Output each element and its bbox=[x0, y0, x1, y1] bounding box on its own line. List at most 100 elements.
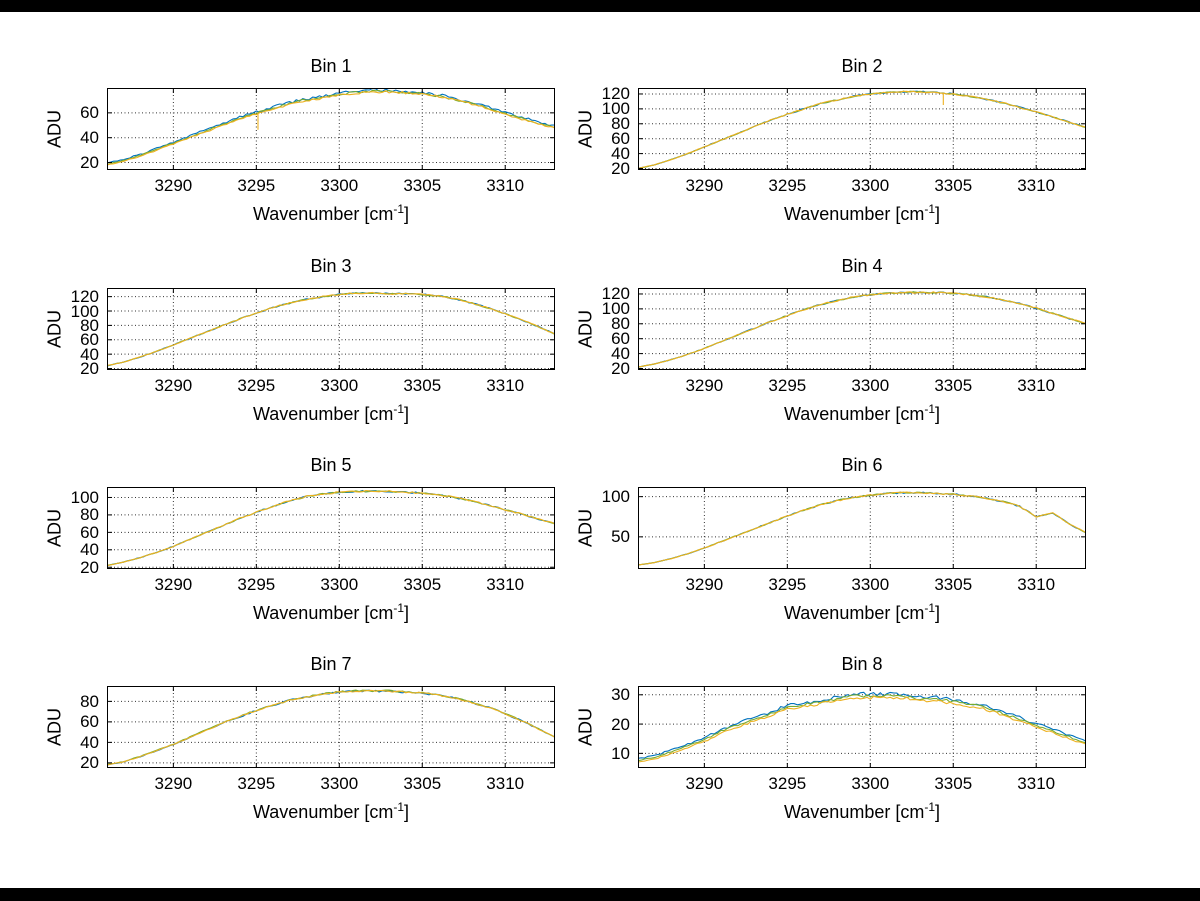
y-tick-label: 20 bbox=[80, 359, 99, 379]
spectrum-yellow bbox=[107, 689, 555, 766]
x-axis-label: Wavenumber [cm-1] bbox=[638, 601, 1086, 624]
x-tick-label: 3300 bbox=[851, 176, 890, 195]
gridlines bbox=[107, 88, 555, 170]
x-axis-label-text: Wavenumber [cm bbox=[783, 404, 925, 424]
y-tick-label: 60 bbox=[80, 712, 99, 732]
x-tick-label: 3305 bbox=[403, 575, 442, 594]
x-tick-label: 3295 bbox=[768, 176, 807, 195]
x-tick-label: 3310 bbox=[486, 176, 525, 195]
x-tick-label: 3305 bbox=[403, 774, 442, 793]
x-tick-label: 3305 bbox=[934, 575, 973, 594]
plot-area bbox=[638, 288, 1086, 370]
spectrum-yellow bbox=[638, 491, 1086, 566]
spectrum-blue bbox=[638, 691, 1086, 759]
x-axis-label-text: Wavenumber [cm bbox=[252, 404, 394, 424]
x-axis-label-text-end: ] bbox=[935, 404, 941, 424]
x-axis-label-text-end: ] bbox=[404, 802, 410, 822]
tick-marks bbox=[638, 487, 1086, 569]
y-tick-label: 20 bbox=[80, 153, 99, 173]
x-axis-label-text-end: ] bbox=[404, 404, 410, 424]
subplot-title: Bin 4 bbox=[841, 256, 883, 276]
axis-box bbox=[107, 288, 555, 370]
x-tick-label: 3310 bbox=[486, 774, 525, 793]
x-tick-label: 3295 bbox=[768, 575, 807, 594]
x-tick-label: 3290 bbox=[685, 176, 724, 195]
x-axis-label-text: Wavenumber [cm bbox=[783, 802, 925, 822]
x-tick-label: 3290 bbox=[154, 774, 193, 793]
spectrum-blue bbox=[638, 90, 1086, 169]
x-tick-label: 3295 bbox=[237, 176, 276, 195]
y-tick-label: 80 bbox=[611, 114, 630, 134]
axis-box bbox=[107, 686, 555, 768]
spectrum-blue bbox=[107, 88, 555, 164]
y-tick-label: 50 bbox=[611, 527, 630, 547]
subplot-title: Bin 7 bbox=[310, 654, 352, 674]
x-axis-label-superscript: -1 bbox=[393, 800, 405, 814]
plot-area bbox=[107, 686, 555, 768]
x-tick-label: 3310 bbox=[1017, 774, 1056, 793]
y-tick-label: 20 bbox=[611, 159, 630, 178]
axis-box bbox=[638, 686, 1086, 768]
x-axis-label-text-end: ] bbox=[935, 603, 941, 623]
y-tick-label: 20 bbox=[80, 557, 99, 577]
y-tick-label: 60 bbox=[80, 103, 99, 123]
spectrum-green bbox=[638, 90, 1086, 170]
bottom-border-bar bbox=[0, 888, 1200, 901]
x-tick-label: 3290 bbox=[685, 774, 724, 793]
y-tick-label: 20 bbox=[80, 753, 99, 773]
subplot-bin-2: Bin 2 ADU 20 40 60 80 100 120 3290 3295 3300 3305 33… bbox=[531, 53, 1096, 258]
y-tick-label: 100 bbox=[601, 99, 630, 119]
x-tick-label: 3290 bbox=[154, 575, 193, 594]
x-tick-label: 3290 bbox=[685, 575, 724, 594]
y-tick-label: 120 bbox=[601, 284, 630, 304]
y-tick-label: 60 bbox=[80, 330, 99, 350]
x-tick-label: 3295 bbox=[237, 575, 276, 594]
subplot-title: Bin 3 bbox=[310, 256, 352, 276]
x-axis-label-text: Wavenumber [cm bbox=[783, 204, 925, 224]
x-tick-label: 3290 bbox=[154, 376, 193, 395]
subplot-title: Bin 1 bbox=[310, 56, 352, 76]
y-tick-label: 40 bbox=[80, 128, 99, 148]
subplot-bin-5: Bin 5 ADU 20 40 60 80 100 3290 3295 3300 3305 3310 W… bbox=[0, 452, 565, 657]
x-tick-label: 3295 bbox=[237, 376, 276, 395]
x-tick-label: 3300 bbox=[851, 575, 890, 594]
x-tick-label: 3300 bbox=[851, 376, 890, 395]
axis-box bbox=[638, 487, 1086, 569]
series-group bbox=[107, 489, 555, 567]
y-tick-label: 60 bbox=[80, 522, 99, 542]
spectrum-blue bbox=[638, 491, 1086, 566]
y-tick-label: 20 bbox=[611, 714, 630, 734]
y-tick-label: 80 bbox=[80, 505, 99, 525]
spectrum-green bbox=[638, 694, 1086, 762]
tick-marks bbox=[107, 88, 555, 170]
y-tick-label: 40 bbox=[80, 732, 99, 752]
x-tick-label: 3305 bbox=[934, 176, 973, 195]
y-tick-label: 20 bbox=[611, 359, 630, 378]
x-axis-label-superscript: -1 bbox=[393, 402, 405, 416]
subplot-bin-6: Bin 6 ADU 50 100 3290 3295 3300 3305 3310 Wavenum… bbox=[531, 452, 1096, 657]
spectrum-yellow bbox=[638, 695, 1086, 763]
spectrum-green bbox=[107, 89, 555, 165]
plot-area bbox=[107, 487, 555, 569]
series-group bbox=[107, 88, 555, 166]
y-tick-label: 100 bbox=[70, 487, 99, 507]
tick-marks bbox=[107, 288, 555, 370]
spectrum-green bbox=[107, 490, 555, 566]
x-tick-label: 3310 bbox=[1017, 376, 1056, 395]
gridlines bbox=[638, 88, 1086, 170]
tick-marks bbox=[107, 487, 555, 569]
y-tick-label: 80 bbox=[611, 314, 630, 334]
y-tick-label: 100 bbox=[70, 301, 99, 321]
series-group bbox=[638, 491, 1086, 566]
spectrum-blue bbox=[107, 292, 555, 367]
subplot-title: Bin 2 bbox=[841, 56, 883, 76]
x-axis-label-text-end: ] bbox=[404, 603, 410, 623]
subplot-title: Bin 5 bbox=[310, 455, 352, 475]
spectrum-green bbox=[107, 292, 555, 367]
subplot-bin-1: Bin 1 ADU 20 40 60 3290 3295 3300 3305 3310 Wavenu… bbox=[0, 53, 565, 258]
x-tick-label: 3300 bbox=[320, 376, 359, 395]
series-group bbox=[638, 291, 1086, 368]
x-axis-label-superscript: -1 bbox=[924, 601, 936, 615]
y-tick-label: 30 bbox=[611, 685, 630, 705]
series-group bbox=[107, 689, 555, 766]
